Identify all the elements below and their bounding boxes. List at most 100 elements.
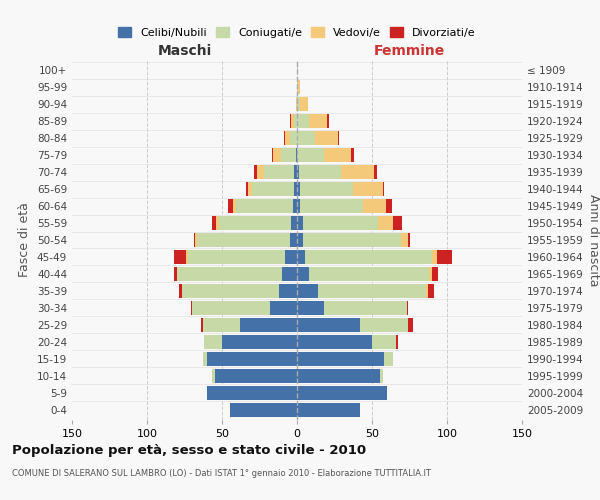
Bar: [318, 284, 426, 298]
Text: Maschi: Maschi: [157, 44, 212, 59]
Bar: [207, 352, 297, 366]
Bar: [300, 199, 363, 213]
Bar: [215, 369, 297, 383]
Bar: [299, 165, 341, 179]
Bar: [296, 97, 297, 111]
Bar: [429, 267, 432, 281]
Bar: [305, 250, 432, 264]
Bar: [297, 284, 318, 298]
Bar: [297, 369, 380, 383]
Bar: [297, 233, 303, 247]
Bar: [309, 267, 429, 281]
Bar: [257, 165, 264, 179]
Bar: [229, 403, 297, 417]
Bar: [303, 216, 378, 230]
Bar: [353, 182, 383, 196]
Bar: [427, 284, 433, 298]
Bar: [279, 284, 297, 298]
Bar: [284, 131, 285, 145]
Bar: [294, 165, 297, 179]
Bar: [384, 352, 393, 366]
Bar: [401, 233, 408, 247]
Bar: [297, 216, 303, 230]
Bar: [207, 386, 297, 400]
Bar: [432, 250, 437, 264]
Bar: [315, 131, 337, 145]
Bar: [290, 114, 291, 128]
Bar: [240, 318, 297, 332]
Bar: [264, 165, 294, 179]
Bar: [201, 318, 203, 332]
Bar: [297, 403, 360, 417]
Bar: [297, 148, 324, 162]
Text: Femmine: Femmine: [374, 44, 445, 59]
Bar: [270, 301, 297, 315]
Bar: [271, 148, 273, 162]
Bar: [203, 318, 240, 332]
Bar: [291, 216, 297, 230]
Text: COMUNE DI SALERANO SUL LAMBRO (LO) - Dati ISTAT 1° gennaio 2010 - Elaborazione T: COMUNE DI SALERANO SUL LAMBRO (LO) - Dat…: [12, 469, 431, 478]
Bar: [297, 386, 387, 400]
Bar: [235, 199, 293, 213]
Bar: [297, 97, 300, 111]
Bar: [363, 199, 386, 213]
Bar: [186, 250, 187, 264]
Bar: [300, 97, 308, 111]
Bar: [297, 318, 360, 332]
Text: Popolazione per età, sesso e stato civile - 2010: Popolazione per età, sesso e stato civil…: [12, 444, 366, 457]
Bar: [182, 284, 279, 298]
Bar: [179, 284, 182, 298]
Bar: [408, 233, 409, 247]
Bar: [437, 250, 452, 264]
Bar: [396, 335, 398, 349]
Bar: [222, 335, 297, 349]
Bar: [254, 165, 257, 179]
Bar: [219, 216, 291, 230]
Bar: [351, 148, 354, 162]
Bar: [192, 301, 270, 315]
Bar: [294, 114, 297, 128]
Bar: [337, 131, 339, 145]
Bar: [285, 250, 297, 264]
Bar: [195, 233, 197, 247]
Bar: [193, 233, 195, 247]
Bar: [378, 216, 393, 230]
Bar: [408, 318, 413, 332]
Y-axis label: Fasce di età: Fasce di età: [19, 202, 31, 278]
Bar: [324, 148, 351, 162]
Bar: [204, 335, 222, 349]
Bar: [360, 318, 408, 332]
Bar: [228, 199, 233, 213]
Bar: [327, 114, 329, 128]
Bar: [309, 114, 327, 128]
Bar: [380, 369, 383, 383]
Bar: [297, 80, 300, 94]
Bar: [297, 165, 299, 179]
Bar: [297, 131, 315, 145]
Bar: [297, 352, 384, 366]
Bar: [174, 250, 186, 264]
Bar: [197, 233, 290, 247]
Bar: [297, 250, 305, 264]
Bar: [233, 199, 235, 213]
Bar: [297, 301, 324, 315]
Bar: [426, 284, 427, 298]
Bar: [341, 165, 373, 179]
Bar: [290, 131, 297, 145]
Bar: [407, 301, 408, 315]
Bar: [300, 182, 353, 196]
Bar: [324, 301, 407, 315]
Bar: [383, 182, 384, 196]
Bar: [191, 301, 192, 315]
Bar: [203, 352, 207, 366]
Bar: [432, 267, 438, 281]
Bar: [303, 233, 401, 247]
Bar: [273, 148, 281, 162]
Bar: [297, 182, 300, 196]
Bar: [294, 182, 297, 196]
Bar: [174, 267, 177, 281]
Bar: [297, 114, 309, 128]
Bar: [291, 114, 294, 128]
Bar: [372, 335, 396, 349]
Bar: [293, 199, 297, 213]
